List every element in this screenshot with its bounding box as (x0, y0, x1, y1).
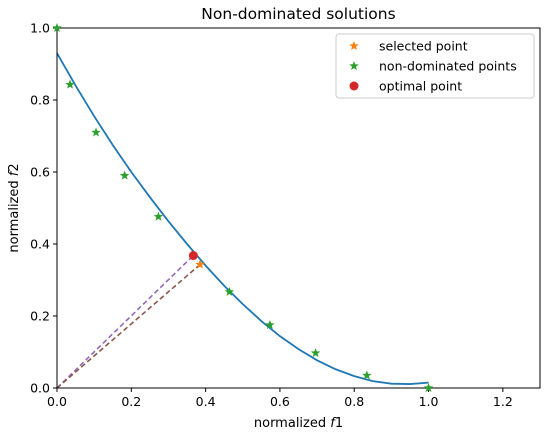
legend-selected-point-marker (349, 41, 359, 51)
x-tick-label: 0.6 (270, 394, 290, 409)
legend: selected point non-dominated points optima… (335, 33, 535, 99)
data-points (52, 23, 434, 393)
legend-non-dominated-points-label: non-dominated points (379, 59, 517, 74)
x-tick-label: 0.8 (344, 394, 364, 409)
y-axis-label-prefix: normalized (7, 176, 22, 252)
fitted-curve-line (57, 52, 429, 385)
y-axis-label-var: f (7, 169, 22, 176)
x-axis-label-sub: 1 (335, 416, 343, 431)
y-tick-label: 1.0 (30, 21, 50, 36)
y-tick-label: 0.2 (30, 309, 50, 324)
axis-ticks: 0.0 0.2 0.4 0.6 0.8 1.0 1.2 0.0 0.2 0.4 0.6 0.8 1.0 (30, 21, 513, 410)
axes-frame (56, 27, 541, 389)
x-tick-label: 1.2 (493, 394, 513, 409)
non-dominated-points-marker (362, 370, 372, 380)
legend-non-dominated-points-marker (349, 61, 359, 71)
non-dominated-points-marker (65, 79, 75, 89)
y-tick-label: 0.8 (30, 93, 50, 108)
non-dominated-points-marker (91, 127, 101, 137)
legend-optimal-point-label: optimal point (379, 79, 462, 94)
x-tick-label: 0.4 (196, 394, 216, 409)
non-dominated-points-marker (265, 320, 275, 330)
non-dominated-points-marker (119, 170, 130, 180)
non-dominated-points-marker (423, 383, 434, 393)
y-tick-label: 0.0 (30, 381, 50, 396)
selected-point-marker (195, 259, 205, 269)
non-dominated-points-marker (224, 286, 235, 296)
y-axis-label-sub: 2 (7, 163, 22, 171)
chart-title: Non-dominated solutions (201, 5, 395, 23)
legend-selected-point-label: selected point (379, 39, 468, 54)
x-axis-label-prefix: normalized (254, 416, 330, 431)
x-axis-label-var: f (330, 416, 337, 431)
non-dominated-points-marker (153, 211, 164, 221)
x-tick-label: 1.0 (419, 394, 439, 409)
x-tick-label: 0.2 (121, 394, 141, 409)
legend-optimal-point-marker (349, 81, 359, 91)
x-tick-label: 0.0 (47, 394, 67, 409)
y-axis-label: normalized f2 (7, 163, 22, 252)
non-dominated-points-marker (52, 23, 62, 33)
y-tick-label: 0.6 (30, 165, 50, 180)
legend-box (335, 33, 535, 99)
x-axis-label: normalized f1 (254, 416, 343, 431)
plot-area (57, 52, 429, 388)
optimal-point-marker (188, 251, 198, 261)
non-dominated-points-marker (310, 348, 321, 358)
y-tick-label: 0.4 (30, 237, 50, 252)
